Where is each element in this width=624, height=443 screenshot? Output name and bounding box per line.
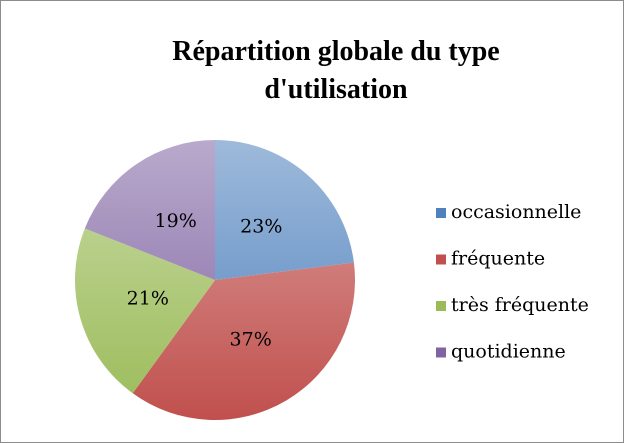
chart-title: Répartition globale du type d'utilisatio…	[172, 36, 500, 105]
pie-slice	[75, 228, 216, 394]
legend-swatch	[436, 301, 446, 311]
data-label: 37%	[230, 328, 272, 350]
legend-swatch	[436, 347, 446, 358]
pie-slice	[132, 262, 355, 421]
data-label: 23%	[240, 215, 282, 237]
legend-swatch	[436, 254, 446, 265]
legend-label: très fréquente	[451, 294, 589, 316]
legend-label: fréquente	[451, 248, 545, 270]
legend-label: occasionnelle	[451, 201, 581, 223]
pie-slice	[84, 140, 215, 280]
pie-slice	[215, 140, 354, 280]
data-label: 21%	[127, 288, 169, 310]
legend-label: quotidienne	[451, 341, 566, 363]
legend-swatch	[436, 208, 446, 218]
data-label: 19%	[155, 210, 197, 232]
